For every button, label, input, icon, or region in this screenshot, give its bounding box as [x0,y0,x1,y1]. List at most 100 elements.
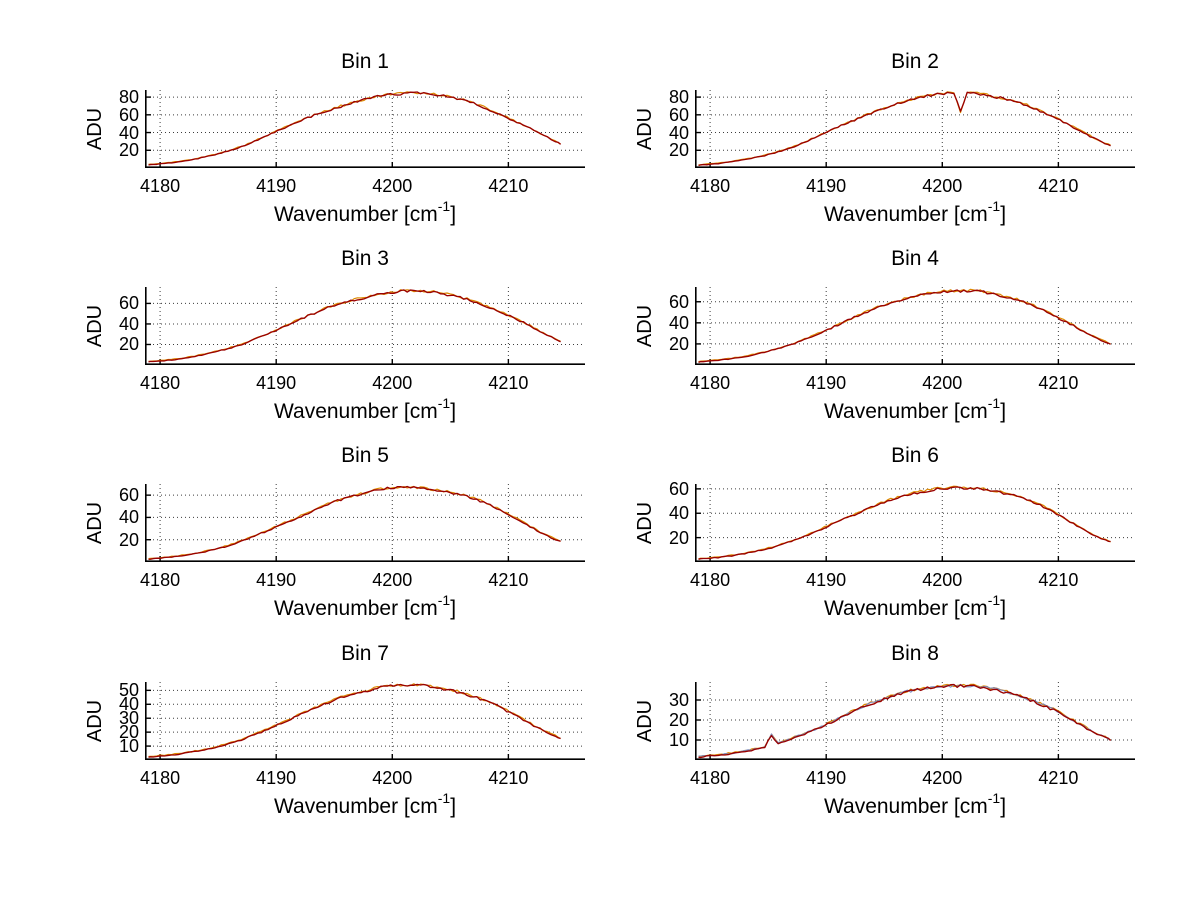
x-axis-label-bracket: ] [1000,597,1007,620]
x-tick-label: 4190 [806,176,847,196]
spectrum-line-secondary [148,485,561,560]
subplot-title: Bin 4 [891,247,939,270]
spectrum-line-primary [698,289,1111,364]
y-tick-label: 20 [118,334,139,355]
y-tick-label: 20 [118,140,139,161]
x-tick-label: 4190 [256,176,297,196]
y-tick-label: 20 [668,333,689,354]
spectrum-line-primary [148,91,562,166]
x-tick-label: 4200 [922,176,963,196]
axes-plot-area [695,287,1135,365]
x-axis-label: Wavenumber [cm-1] [145,592,585,621]
x-tick-label: 4200 [372,570,413,590]
x-axis-label-superscript: -1 [987,790,1001,806]
x-tick-label: 4190 [256,570,297,590]
spectrum-line-primary [698,486,1111,560]
x-tick-label: 4210 [1038,373,1079,393]
axes-plot-area [695,90,1135,168]
x-axis-label-text: Wavenumber [cm [273,597,438,620]
x-axis-label: Wavenumber [cm-1] [145,395,585,424]
x-tick-label: 4210 [488,768,529,788]
x-tick-label: 4200 [372,768,413,788]
y-tick-label: 80 [118,87,139,108]
y-tick-label: 40 [118,507,139,528]
x-tick-label: 4180 [690,373,731,393]
spectrum-line-secondary [698,683,1111,758]
y-tick-label: 40 [118,122,139,143]
x-tick-label: 4210 [1038,176,1079,196]
y-tick-label: 60 [118,104,139,125]
x-axis-label-text: Wavenumber [cm [823,795,988,818]
x-tick-label: 4190 [806,768,847,788]
subplot-title: Bin 6 [891,444,939,467]
x-axis-label-bracket: ] [1000,795,1007,818]
x-axis-label-superscript: -1 [437,592,451,608]
x-tick-label: 4210 [488,176,529,196]
y-tick-label: 20 [668,140,689,161]
spectrum-line-primary [698,91,1111,167]
y-tick-label: 20 [118,529,139,550]
subplot-title: Bin 7 [341,642,389,665]
x-tick-label: 4210 [488,373,529,393]
x-axis-label: Wavenumber [cm-1] [145,198,585,227]
y-tick-label: 20 [668,710,689,730]
y-tick-label: 50 [118,680,139,701]
y-tick-label: 60 [118,485,139,506]
subplot-title: Bin 1 [341,50,389,73]
x-tick-label: 4200 [922,768,963,788]
x-tick-label: 4180 [690,570,731,590]
x-axis-label-bracket: ] [450,795,457,818]
y-tick-label: 60 [668,478,689,499]
x-axis-label-bracket: ] [450,597,457,620]
y-tick-label: 20 [668,527,689,548]
axes-plot-area [695,682,1135,760]
x-tick-label: 4190 [806,570,847,590]
x-tick-label: 4200 [372,373,413,393]
spectrum-line-secondary [698,485,1111,560]
y-tick-label: 10 [118,736,139,757]
x-axis-label-bracket: ] [1000,203,1007,226]
x-axis-label: Wavenumber [cm-1] [695,395,1135,424]
spectrum-line-tertiary [698,683,1111,757]
y-tick-label: 80 [668,87,689,108]
x-tick-label: 4200 [922,570,963,590]
y-tick-label: 40 [668,122,689,143]
spectrum-line-primary [148,289,561,363]
x-tick-label: 4210 [1038,768,1079,788]
x-axis-label-superscript: -1 [987,198,1001,214]
y-tick-label: 10 [668,730,689,750]
axes-plot-area [145,287,585,365]
x-tick-label: 4210 [1038,570,1079,590]
x-axis-label: Wavenumber [cm-1] [695,790,1135,819]
x-tick-label: 4200 [922,373,963,393]
x-axis-label-text: Wavenumber [cm [273,400,438,423]
x-tick-label: 4200 [372,176,413,196]
x-axis-label-text: Wavenumber [cm [273,203,438,226]
subplot-title: Bin 2 [891,50,939,73]
x-axis-label-text: Wavenumber [cm [273,795,438,818]
x-axis-label: Wavenumber [cm-1] [695,198,1135,227]
spectrum-line-primary [698,683,1112,759]
y-tick-label: 40 [118,694,139,715]
x-axis-label-text: Wavenumber [cm [823,400,988,423]
spectrum-line-primary [148,683,561,758]
x-axis-label-text: Wavenumber [cm [823,597,988,620]
y-tick-label: 40 [668,503,689,524]
x-tick-label: 4190 [256,768,297,788]
x-axis-label-superscript: -1 [437,790,451,806]
y-tick-label: 60 [668,291,689,312]
x-tick-label: 4210 [488,570,529,590]
x-tick-label: 4180 [140,768,181,788]
y-tick-label: 60 [668,104,689,125]
x-tick-label: 4180 [140,176,181,196]
axes-plot-area [145,484,585,562]
y-tick-label: 40 [668,312,689,333]
axes-plot-area [695,484,1135,562]
y-tick-label: 30 [118,708,139,729]
x-tick-label: 4180 [140,570,181,590]
x-axis-label-bracket: ] [450,203,457,226]
subplot-title: Bin 3 [341,247,389,270]
y-tick-label: 60 [118,293,139,314]
y-tick-label: 40 [118,313,139,334]
x-tick-label: 4180 [690,768,731,788]
